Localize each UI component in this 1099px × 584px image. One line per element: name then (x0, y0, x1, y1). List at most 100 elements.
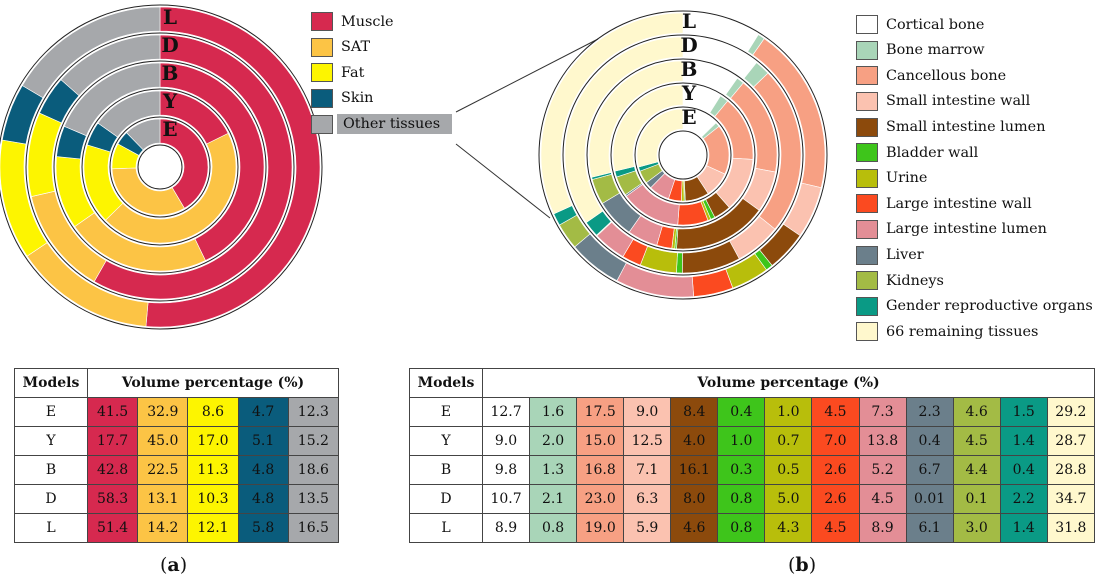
legend-label: Small intestine lumen (886, 118, 1046, 135)
legend-swatch (856, 92, 878, 112)
value-cell: 28.7 (1046, 426, 1096, 456)
ring-label-l: L (163, 5, 177, 29)
legend-swatch (311, 89, 333, 109)
value-cell: 1.3 (529, 455, 578, 485)
value-cell: 12.5 (623, 426, 672, 456)
value-cell: 0.7 (764, 426, 813, 456)
value-cell: 31.8 (1046, 513, 1096, 543)
value-cell: 58.3 (86, 484, 139, 514)
table-row: D 10.7 2.1 23.0 6.3 8.0 0.8 5.0 2.6 4.5 0.01 0.1 2.2… (409, 484, 1096, 514)
legend-label: Muscle (341, 13, 394, 30)
value-cell: 0.3 (717, 455, 766, 485)
legend-swatch (856, 220, 878, 240)
ring-label-b: B (681, 57, 698, 81)
value-cell: 0.4 (717, 397, 766, 427)
segment-y-other-tissues (97, 90, 161, 138)
value-cell: 4.6 (952, 397, 1001, 427)
value-cell: 0.4 (905, 426, 954, 456)
value-cell: 29.2 (1046, 397, 1096, 427)
model-cell: L (409, 513, 483, 543)
zoom-connector-line-bottom (455, 143, 551, 219)
value-cell: 1.6 (529, 397, 578, 427)
legend-item-cancellous-bone: Cancellous bone (856, 63, 1093, 89)
value-cell: 11.3 (187, 455, 239, 485)
model-cell: D (14, 484, 88, 514)
table-row: D 58.3 13.1 10.3 4.8 13.5 (14, 484, 340, 514)
value-cell: 13.5 (287, 484, 340, 514)
volume-table-b: Models Volume percentage (%) E 12.7 1.6 17.… (409, 368, 1096, 543)
value-cell: 0.1 (952, 484, 1001, 514)
legend-item-liver: Liver (856, 242, 1093, 268)
value-cell: 1.5 (999, 397, 1048, 427)
table-row: Y 17.7 45.0 17.0 5.1 15.2 (14, 426, 340, 456)
model-cell: B (14, 455, 88, 485)
legend-swatch (311, 63, 333, 83)
legend-item-kidneys: Kidneys (856, 268, 1093, 294)
value-cell: 13.8 (858, 426, 907, 456)
segment-e-other-tissues (126, 118, 161, 151)
header-models: Models (14, 368, 88, 398)
value-cell: 2.1 (529, 484, 578, 514)
model-cell: B (409, 455, 483, 485)
legend-item-urine: Urine (856, 166, 1093, 192)
value-cell: 1.4 (999, 426, 1048, 456)
legend-label: Gender reproductive organs (886, 298, 1093, 315)
legend-item-small-intestine-lumen: Small intestine lumen (856, 114, 1093, 140)
value-cell: 7.0 (811, 426, 860, 456)
value-cell: 4.3 (764, 513, 813, 543)
value-cell: 34.7 (1046, 484, 1096, 514)
table-header-row: Models Volume percentage (%) (409, 368, 1095, 398)
value-cell: 9.0 (623, 397, 672, 427)
legend-label: Bladder wall (886, 144, 979, 161)
value-cell: 0.8 (529, 513, 578, 543)
value-cell: 8.0 (670, 484, 719, 514)
value-cell: 51.4 (86, 513, 139, 543)
segment-d-66-remaining-tissues (564, 36, 684, 223)
value-cell: 16.8 (576, 455, 625, 485)
value-cell: 12.3 (287, 397, 340, 427)
table-row: Y 9.0 2.0 15.0 12.5 4.0 1.0 0.7 7.0 13.8 0.4 4.5 1.4… (409, 426, 1096, 456)
value-cell: 4.5 (858, 484, 907, 514)
legend-item-fat: Fat (311, 60, 452, 86)
value-cell: 17.7 (86, 426, 139, 456)
zoom-connector-line-top (455, 38, 599, 113)
value-cell: 12.7 (481, 397, 531, 427)
legend-item-bone-marrow: Bone marrow (856, 38, 1093, 64)
header-volume-percentage: Volume percentage (%) (482, 368, 1095, 398)
value-cell: 23.0 (576, 484, 625, 514)
value-cell: 13.1 (137, 484, 189, 514)
value-cell: 42.8 (86, 455, 139, 485)
value-cell: 2.6 (811, 455, 860, 485)
segment-l-66-remaining-tissues (540, 12, 684, 215)
model-cell: E (409, 397, 483, 427)
legend-item-small-intestine-wall: Small intestine wall (856, 89, 1093, 115)
table-row: B 42.8 22.5 11.3 4.8 18.6 (14, 455, 340, 485)
ring-label-e: E (681, 105, 696, 129)
value-cell: 45.0 (137, 426, 189, 456)
value-cell: 1.4 (999, 513, 1048, 543)
value-cell: 19.0 (576, 513, 625, 543)
ring-label-d: D (680, 33, 697, 57)
ring-label-l: L (682, 9, 696, 33)
value-cell: 7.3 (858, 397, 907, 427)
value-cell: 2.2 (999, 484, 1048, 514)
value-cell: 8.4 (670, 397, 719, 427)
value-cell: 9.0 (481, 426, 531, 456)
value-cell: 14.2 (137, 513, 189, 543)
legend-item-muscle: Muscle (311, 9, 452, 35)
legend-swatch (856, 168, 878, 188)
legend-swatch (856, 194, 878, 214)
value-cell: 16.5 (287, 513, 340, 543)
value-cell: 6.3 (623, 484, 672, 514)
legend-item-cortical-bone: Cortical bone (856, 12, 1093, 38)
value-cell: 0.01 (905, 484, 954, 514)
value-cell: 22.5 (137, 455, 189, 485)
value-cell: 5.2 (858, 455, 907, 485)
legend-label: Bone marrow (886, 42, 985, 59)
segment-y-66-remaining-tissues (612, 84, 684, 172)
value-cell: 15.2 (287, 426, 340, 456)
legend-label: Kidneys (886, 272, 944, 289)
value-cell: 32.9 (137, 397, 189, 427)
value-cell: 2.6 (811, 484, 860, 514)
table-row: B 9.8 1.3 16.8 7.1 16.1 0.3 0.5 2.6 5.2 6.7 4.4 0.4 2… (409, 455, 1096, 485)
